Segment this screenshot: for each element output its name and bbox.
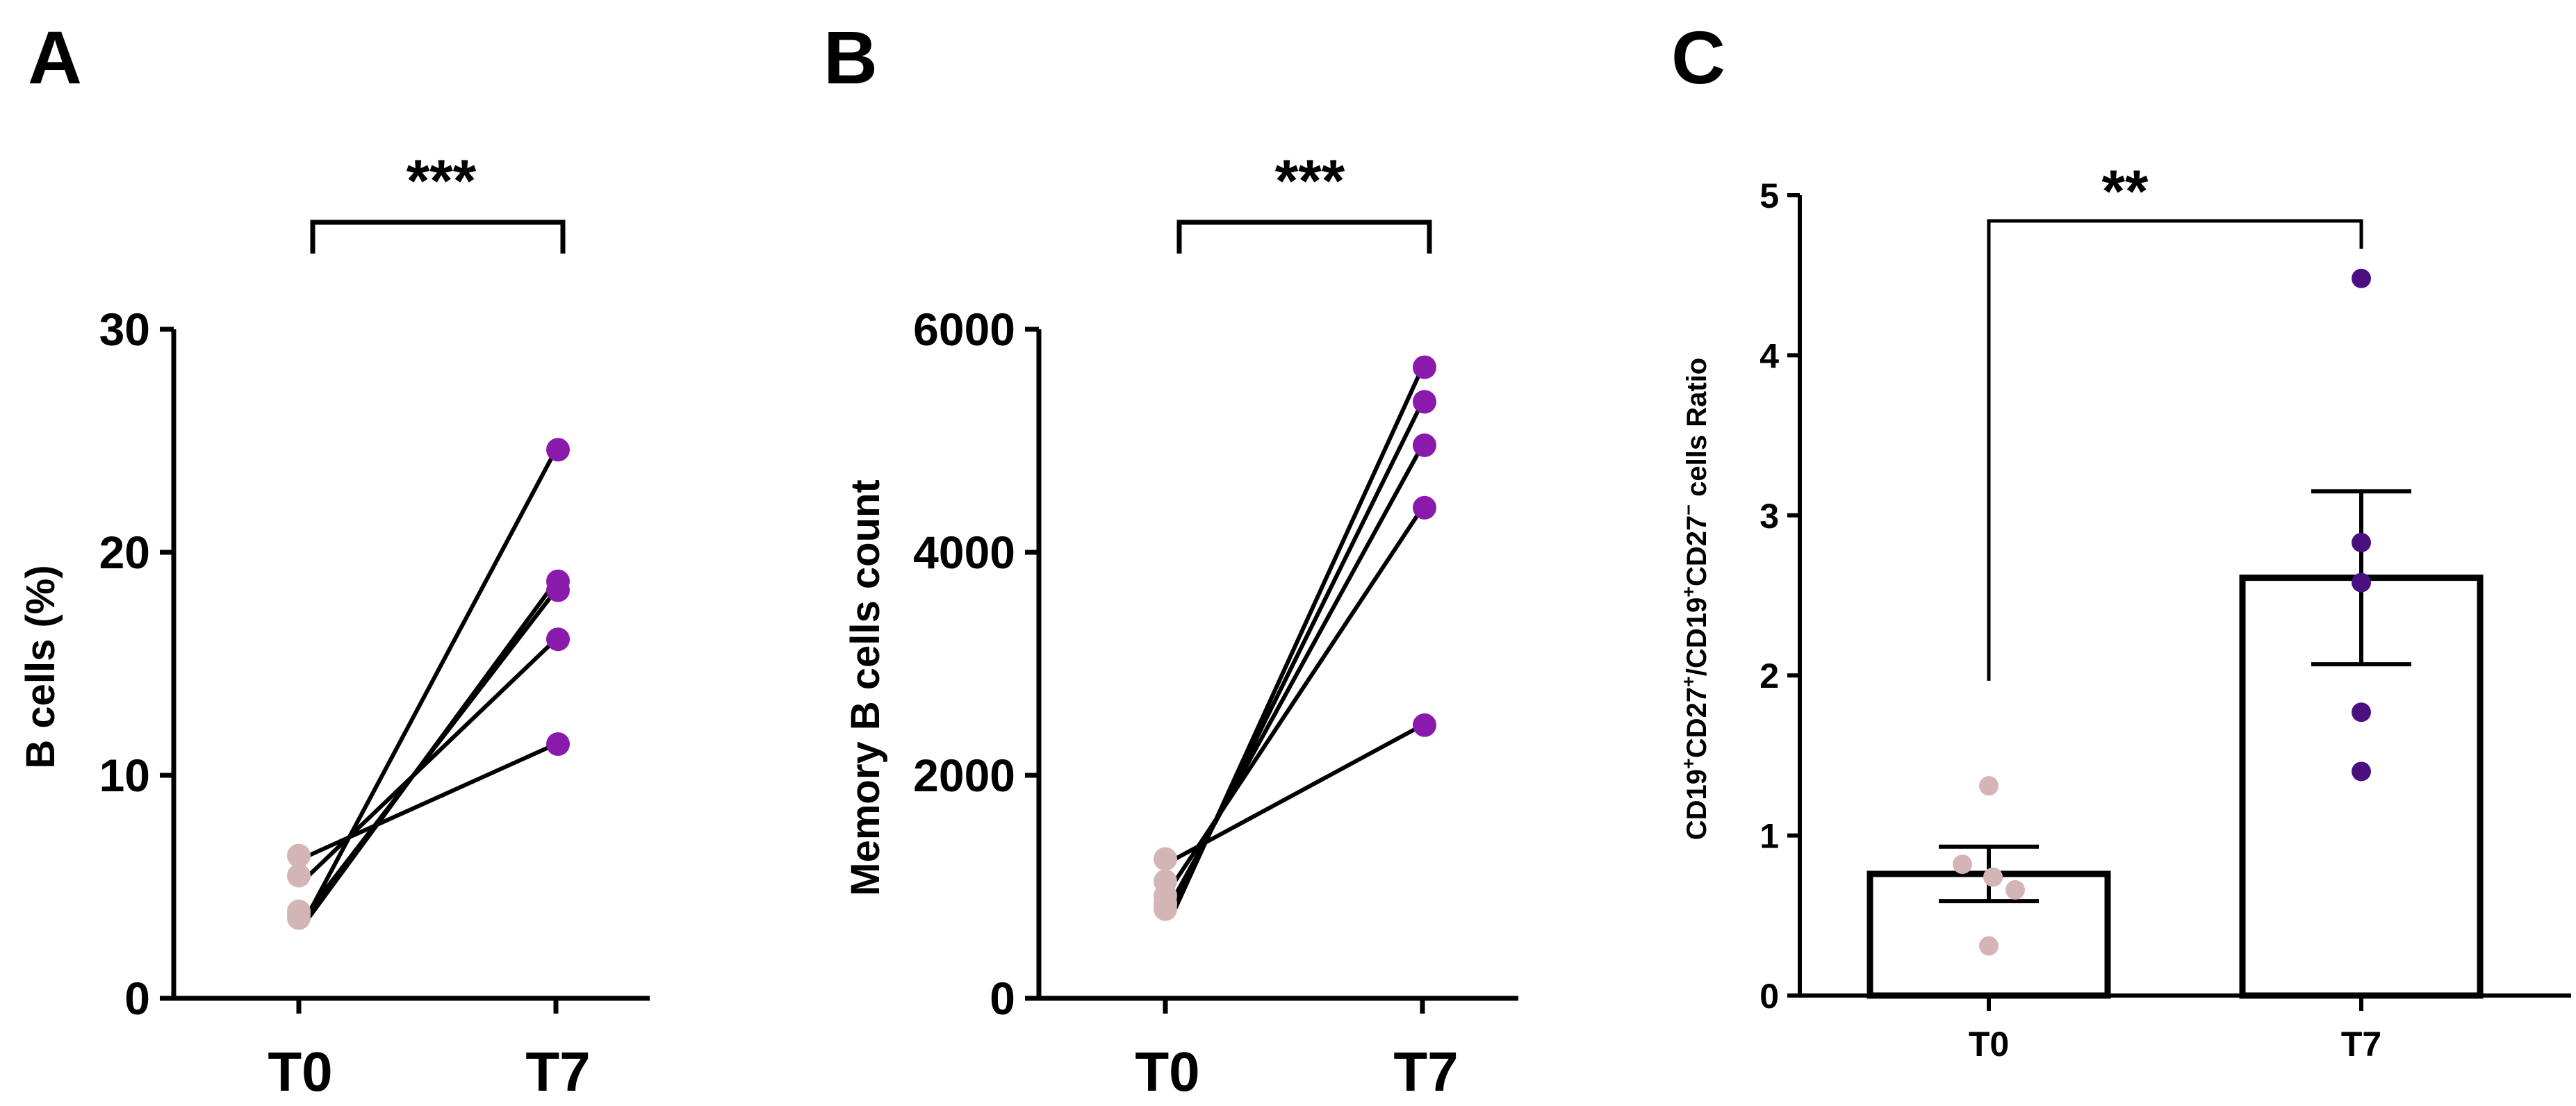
panel-b-point-t7 <box>1413 355 1436 379</box>
panel-a-ytick-label: 20 <box>99 527 150 578</box>
panel-a-ytick-label: 30 <box>99 304 150 355</box>
panel-b-ylabel: Memory B cells count <box>843 479 888 895</box>
panel-c-point-t7 <box>2352 572 2371 593</box>
panel-b-point-t7 <box>1413 390 1436 414</box>
panel-b-pair-line <box>1173 366 1425 910</box>
panel-a-pair-line <box>306 579 558 920</box>
panel-c-chart: CD19+CD27+/CD19+CD27− cells Ratio ** T0 … <box>1678 158 2571 1064</box>
panel-c-xtick-t7: T7 <box>2341 1025 2381 1064</box>
panel-c-ytick-label: 4 <box>1759 336 1779 375</box>
panel-b-significance-bracket <box>1176 220 1432 254</box>
panel-b-point-t7 <box>1413 713 1436 737</box>
panel-b-pair-line <box>1174 723 1424 861</box>
panel-b-xtick-t0: T0 <box>1135 1041 1199 1103</box>
panel-a-point-t0 <box>287 864 311 888</box>
panel-c-point-t0 <box>1979 776 1999 796</box>
panel-a-point-t7 <box>546 627 570 652</box>
panel-a-xtick-t7: T7 <box>525 1041 590 1103</box>
panel-a-ylabel: B cells (%) <box>18 565 63 768</box>
panel-b-point-t0 <box>1154 847 1177 871</box>
panel-a-point-t7 <box>546 569 570 593</box>
panel-c-significance: ** <box>2102 158 2149 225</box>
panel-a-significance: *** <box>407 148 477 215</box>
panel-c-ytick-label: 3 <box>1759 497 1779 536</box>
panel-a-pair-line <box>306 448 558 915</box>
panel-b-ytick-label: 6000 <box>913 304 1015 355</box>
panel-b-significance: *** <box>1275 148 1345 215</box>
panel-c-ylabel: CD19+CD27+/CD19+CD27− cells Ratio <box>1678 358 1712 841</box>
panel-c-ytick-label: 0 <box>1759 977 1779 1016</box>
panel-b-ytick-label: 0 <box>990 973 1015 1024</box>
panel-b-ytick-label: 2000 <box>913 750 1015 801</box>
panel-c-point-t0 <box>2005 880 2025 900</box>
panel-c-point-t7 <box>2352 702 2371 723</box>
panel-a-significance-bracket <box>310 220 566 254</box>
panel-b-point-t7 <box>1413 495 1436 520</box>
panel-c-point-t7 <box>2352 268 2371 288</box>
panel-a-xtick-t0: T0 <box>268 1041 332 1103</box>
panel-a-ytick-label: 10 <box>99 750 150 801</box>
panel-label-c: C <box>1671 15 1725 99</box>
panel-a-point-t7 <box>546 438 570 462</box>
panel-a-point-t0 <box>287 843 311 868</box>
panel-c-ytick-label: 1 <box>1759 817 1779 856</box>
panel-a-ytick-label: 0 <box>124 973 150 1024</box>
panel-a-point-t7 <box>546 732 570 757</box>
panel-c-point-t0 <box>1983 867 2003 887</box>
panel-b-point-t7 <box>1413 433 1436 457</box>
panel-c-ytick-label: 2 <box>1759 657 1779 695</box>
panel-c-xtick-t0: T0 <box>1969 1025 2009 1064</box>
panel-label-b: B <box>823 15 878 99</box>
panel-c-ytick-label: 5 <box>1759 176 1779 215</box>
panel-c-point-t7 <box>2352 761 2371 782</box>
panel-b-chart: Memory B cells count *** T0 T7 0 2000 4000… <box>843 148 1518 1103</box>
panel-b-ytick-label: 4000 <box>913 527 1015 578</box>
panel-b-point-t0 <box>1154 897 1177 921</box>
panel-c-significance-bracket <box>1987 219 2363 681</box>
panel-a-chart: B cells (%) *** T0 T7 0 10 20 30 <box>18 148 650 1103</box>
panel-c-point-t0 <box>1979 936 1999 956</box>
panel-c-point-t7 <box>2352 532 2371 552</box>
panel-a-point-t0 <box>287 902 311 926</box>
panel-b-xtick-t7: T7 <box>1393 1041 1458 1103</box>
panel-label-a: A <box>28 15 82 99</box>
panel-c-point-t0 <box>1953 855 1972 875</box>
